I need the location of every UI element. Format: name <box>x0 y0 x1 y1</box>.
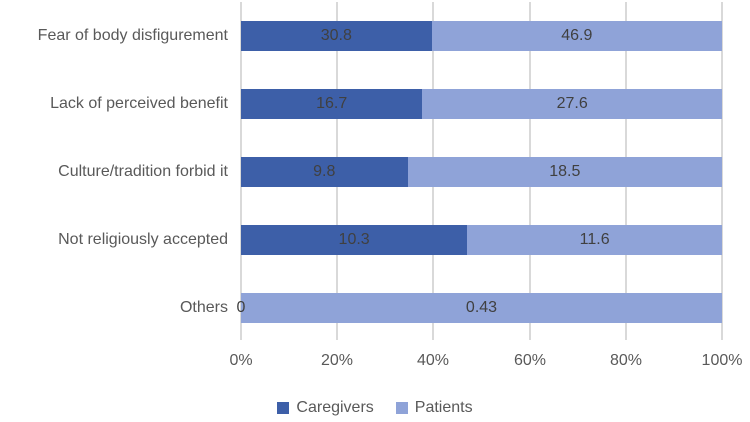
x-tick-label: 0% <box>229 352 253 369</box>
data-label-caregivers: 16.7 <box>316 95 348 112</box>
data-label-caregivers: 9.8 <box>313 163 336 180</box>
category-label: Lack of perceived benefit <box>50 95 228 112</box>
x-tick-label: 20% <box>320 352 354 369</box>
bar-segment-patients <box>467 225 722 255</box>
legend: Caregivers Patients <box>0 399 750 417</box>
category-label: Culture/tradition forbid it <box>58 163 228 180</box>
legend-item-patients: Patients <box>395 399 473 417</box>
bar-segment-patients <box>422 89 722 119</box>
x-tick-label: 60% <box>513 352 547 369</box>
category-label: Fear of body disfigurement <box>37 27 228 44</box>
legend-swatch-icon <box>277 402 290 414</box>
data-label-patients: 27.6 <box>556 95 588 112</box>
data-label-patients: 11.6 <box>579 231 610 248</box>
bar-segment-patients <box>241 293 722 323</box>
bar-segment-patients <box>407 157 722 187</box>
legend-label: Patients <box>414 399 473 416</box>
bar-row: 16.7 27.6 <box>241 89 722 119</box>
bar-segment-caregivers <box>241 21 432 51</box>
bar-segment-caregivers <box>241 225 468 255</box>
data-label-patients: 0.43 <box>465 299 498 316</box>
bar-row: 10.3 11.6 <box>241 225 722 255</box>
gridline <box>240 2 242 340</box>
bar-segment-caregivers <box>241 89 423 119</box>
bar-row: 0 0.43 <box>237 293 722 323</box>
bar-segment-caregivers <box>241 157 408 187</box>
bar-row: 30.8 46.9 <box>241 21 722 51</box>
legend-item-caregivers: Caregivers <box>277 399 374 417</box>
data-label-patients: 18.5 <box>549 163 581 180</box>
category-label: Others <box>179 299 228 316</box>
legend-swatch-icon <box>395 402 408 414</box>
category-label: Not religiously accepted <box>58 231 228 248</box>
x-tick-label: 40% <box>416 352 450 369</box>
data-label-caregivers: 10.3 <box>338 231 370 248</box>
data-label-patients: 46.9 <box>561 27 593 44</box>
bar-segment-patients <box>431 21 722 51</box>
legend-label: Caregivers <box>296 399 374 416</box>
x-tick-label: 80% <box>609 352 643 369</box>
x-tick-label: 100% <box>701 352 743 369</box>
data-label-caregivers: 0 <box>236 299 246 316</box>
data-label-caregivers: 30.8 <box>320 27 352 44</box>
bar-row: 9.8 18.5 <box>241 157 722 187</box>
